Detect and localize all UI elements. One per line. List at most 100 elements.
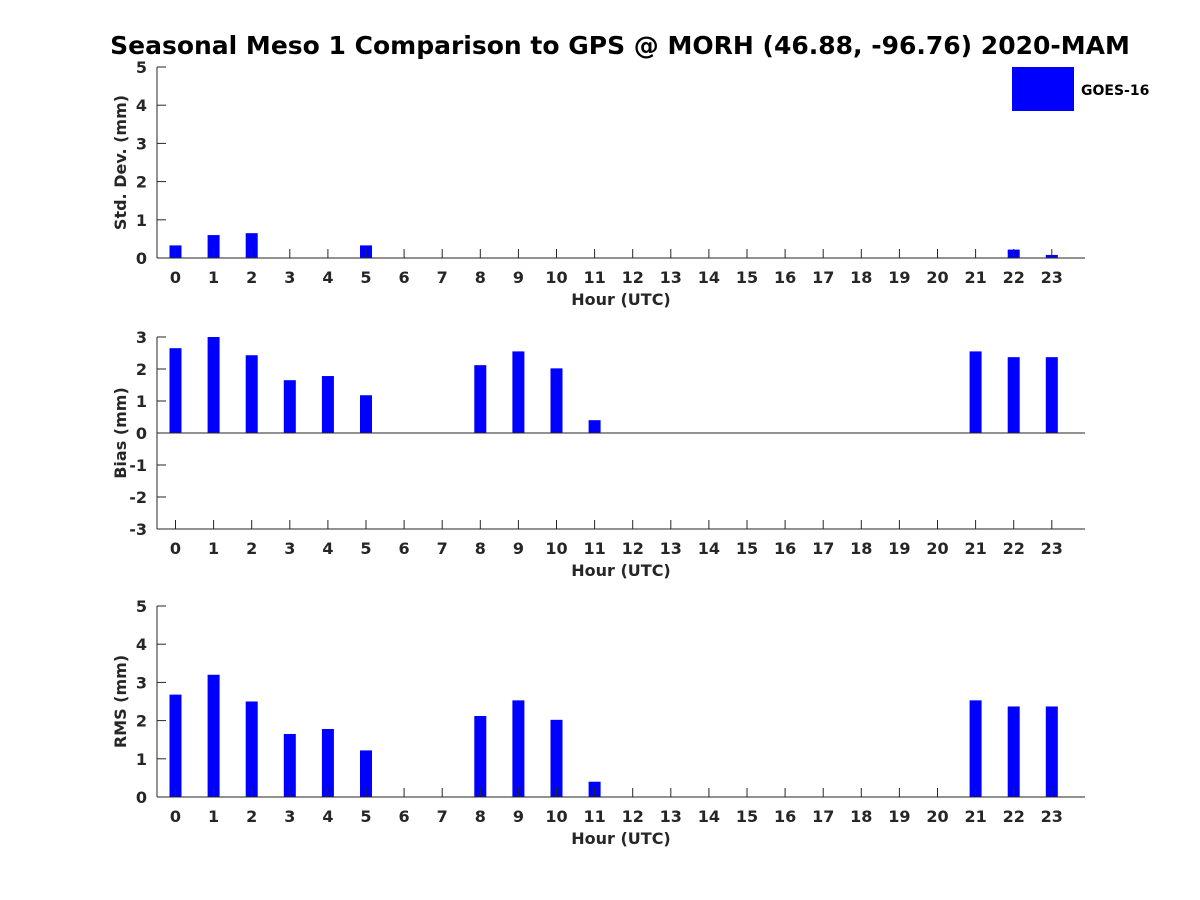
x-tick-label: 12 bbox=[622, 268, 644, 287]
x-tick-label: 6 bbox=[399, 539, 410, 558]
x-tick-label: 23 bbox=[1041, 807, 1063, 826]
bar-bias-hour-1 bbox=[207, 337, 220, 433]
x-tick-label: 20 bbox=[926, 268, 948, 287]
bar-rms-hour-3 bbox=[283, 733, 296, 797]
x-tick-label: 23 bbox=[1041, 539, 1063, 558]
x-tick-label: 23 bbox=[1041, 268, 1063, 287]
x-tick-label: 9 bbox=[513, 807, 524, 826]
x-tick-label: 1 bbox=[208, 539, 219, 558]
y-tick-label: 0 bbox=[136, 424, 147, 443]
y-tick-label: -3 bbox=[129, 520, 147, 539]
x-tick-label: 6 bbox=[399, 807, 410, 826]
bar-bias-hour-9 bbox=[512, 351, 525, 433]
bar-std-dev-hour-2 bbox=[245, 233, 258, 258]
x-tick-label: 1 bbox=[208, 807, 219, 826]
x-tick-label: 19 bbox=[888, 268, 910, 287]
x-tick-label: 13 bbox=[660, 539, 682, 558]
x-tick-label: 16 bbox=[774, 807, 796, 826]
y-tick-label: -2 bbox=[129, 488, 147, 507]
x-tick-label: 3 bbox=[284, 539, 295, 558]
x-axis-label: Hour (UTC) bbox=[571, 829, 671, 848]
bar-rms-hour-0 bbox=[169, 694, 182, 797]
x-tick-label: 20 bbox=[926, 807, 948, 826]
y-tick-label: 2 bbox=[136, 173, 147, 192]
x-tick-label: 16 bbox=[774, 268, 796, 287]
y-tick-label: 2 bbox=[136, 360, 147, 379]
bar-rms-hour-9 bbox=[512, 700, 525, 797]
x-tick-label: 21 bbox=[964, 268, 986, 287]
bar-rms-hour-1 bbox=[207, 674, 220, 797]
bar-rms-hour-5 bbox=[360, 750, 372, 797]
x-tick-label: 10 bbox=[545, 539, 567, 558]
x-tick-label: 17 bbox=[812, 268, 834, 287]
x-tick-label: 17 bbox=[812, 539, 834, 558]
x-tick-label: 6 bbox=[399, 268, 410, 287]
bar-bias-hour-10 bbox=[550, 368, 563, 433]
bar-rms-hour-2 bbox=[245, 701, 258, 797]
x-tick-label: 20 bbox=[926, 539, 948, 558]
x-tick-label: 17 bbox=[812, 807, 834, 826]
x-tick-label: 4 bbox=[322, 268, 333, 287]
x-tick-label: 5 bbox=[360, 539, 371, 558]
y-tick-label: 4 bbox=[136, 635, 147, 654]
x-axis-label: Hour (UTC) bbox=[571, 561, 671, 580]
x-axis-label: Hour (UTC) bbox=[571, 290, 671, 309]
x-tick-label: 14 bbox=[698, 268, 720, 287]
x-tick-label: 19 bbox=[888, 807, 910, 826]
x-tick-label: 8 bbox=[475, 268, 486, 287]
bar-bias-hour-2 bbox=[245, 355, 258, 433]
x-tick-label: 11 bbox=[583, 539, 605, 558]
x-tick-label: 5 bbox=[360, 268, 371, 287]
bar-rms-hour-8 bbox=[474, 716, 487, 797]
x-tick-label: 7 bbox=[437, 268, 448, 287]
bar-rms-hour-22 bbox=[1007, 706, 1020, 797]
x-tick-label: 8 bbox=[475, 539, 486, 558]
bar-bias-hour-3 bbox=[283, 380, 296, 433]
x-tick-label: 18 bbox=[850, 807, 872, 826]
y-tick-label: 0 bbox=[136, 788, 147, 807]
y-tick-label: 0 bbox=[136, 249, 147, 268]
x-tick-label: 4 bbox=[322, 539, 333, 558]
x-tick-label: 18 bbox=[850, 268, 872, 287]
x-tick-label: 18 bbox=[850, 539, 872, 558]
x-tick-label: 5 bbox=[360, 807, 371, 826]
y-tick-label: 4 bbox=[136, 96, 147, 115]
x-tick-label: 7 bbox=[437, 807, 448, 826]
x-tick-label: 2 bbox=[246, 807, 257, 826]
x-tick-label: 0 bbox=[170, 807, 181, 826]
x-tick-label: 10 bbox=[545, 807, 567, 826]
x-tick-label: 15 bbox=[736, 268, 758, 287]
x-tick-label: 7 bbox=[437, 539, 448, 558]
x-tick-label: 1 bbox=[208, 268, 219, 287]
x-tick-label: 22 bbox=[1003, 268, 1025, 287]
bar-bias-hour-11 bbox=[588, 420, 601, 433]
x-tick-label: 9 bbox=[513, 539, 524, 558]
x-tick-label: 8 bbox=[475, 807, 486, 826]
y-tick-label: 5 bbox=[136, 58, 147, 77]
bar-rms-hour-21 bbox=[969, 700, 982, 797]
x-tick-label: 14 bbox=[698, 539, 720, 558]
x-tick-label: 4 bbox=[322, 807, 333, 826]
y-tick-label: 3 bbox=[136, 328, 147, 347]
y-tick-label: 3 bbox=[136, 134, 147, 153]
y-tick-label: 1 bbox=[136, 211, 147, 230]
x-tick-label: 22 bbox=[1003, 539, 1025, 558]
x-tick-label: 2 bbox=[246, 268, 257, 287]
x-tick-label: 14 bbox=[698, 807, 720, 826]
x-tick-label: 11 bbox=[583, 807, 605, 826]
x-tick-label: 15 bbox=[736, 539, 758, 558]
bar-bias-hour-4 bbox=[321, 376, 334, 433]
bar-bias-hour-22 bbox=[1007, 357, 1020, 433]
x-tick-label: 3 bbox=[284, 268, 295, 287]
x-tick-label: 22 bbox=[1003, 807, 1025, 826]
y-tick-label: -1 bbox=[129, 456, 147, 475]
bar-bias-hour-0 bbox=[169, 348, 182, 433]
x-tick-label: 0 bbox=[170, 539, 181, 558]
x-tick-label: 12 bbox=[622, 807, 644, 826]
x-tick-label: 13 bbox=[660, 268, 682, 287]
bar-bias-hour-5 bbox=[360, 395, 372, 433]
x-tick-label: 9 bbox=[513, 268, 524, 287]
